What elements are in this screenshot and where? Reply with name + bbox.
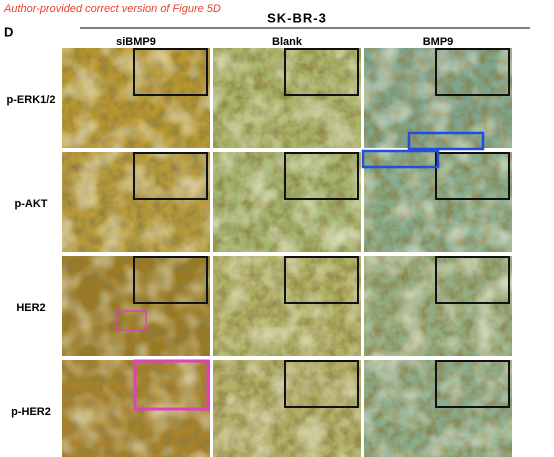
micrograph-texture xyxy=(62,256,210,356)
micrograph-texture xyxy=(364,360,512,457)
inset-box xyxy=(284,360,359,408)
inset-box xyxy=(133,359,210,411)
micrograph-texture xyxy=(62,152,210,252)
inset-box xyxy=(435,152,510,200)
inset-box xyxy=(284,48,359,96)
inset-box xyxy=(133,48,208,96)
inset-box xyxy=(284,256,359,304)
inset-box xyxy=(435,360,510,408)
cell-line: SK-BR-3 xyxy=(267,10,327,25)
micrograph-texture xyxy=(213,48,361,148)
micrograph-texture xyxy=(364,256,512,356)
column-label: BMP9 xyxy=(423,36,454,48)
panel-label: D xyxy=(4,24,13,39)
micrograph-texture xyxy=(364,152,512,252)
micrograph-texture xyxy=(62,48,210,148)
micrograph-texture xyxy=(213,256,361,356)
column-label: siBMP9 xyxy=(116,36,156,48)
row-label: p-ERK1/2 xyxy=(7,94,56,106)
highlight-box xyxy=(115,310,147,331)
inset-box xyxy=(435,256,510,304)
inset-box xyxy=(284,152,359,200)
note: Author-provided correct version of Figur… xyxy=(3,3,221,15)
inset-box xyxy=(435,48,510,96)
inset-box xyxy=(133,152,208,200)
row-label: p-HER2 xyxy=(11,406,51,418)
row-label: HER2 xyxy=(16,302,45,314)
inset-box xyxy=(133,256,208,304)
micrograph-texture xyxy=(213,360,361,457)
highlight-box xyxy=(361,149,440,169)
column-label: Blank xyxy=(272,36,303,48)
row-label: p-AKT xyxy=(15,198,48,210)
highlight-box xyxy=(407,131,485,151)
micrograph-texture xyxy=(213,152,361,252)
micrograph-texture xyxy=(364,48,512,148)
